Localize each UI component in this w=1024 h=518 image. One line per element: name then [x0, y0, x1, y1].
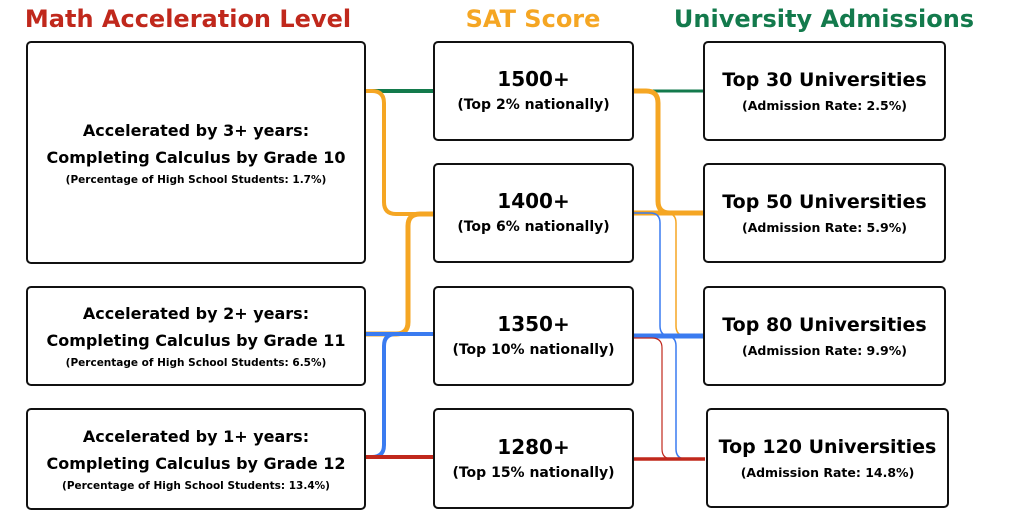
- math-level-percentage: (Percentage of High School Students: 1.7…: [65, 173, 327, 186]
- sat-score-header: SAT Score: [465, 5, 601, 33]
- university-tier-name: Top 80 Universities: [722, 314, 927, 336]
- math-level-subtitle: Completing Calculus by Grade 11: [46, 331, 346, 350]
- university-box-top120: Top 120 Universities (Admission Rate: 14…: [706, 408, 949, 508]
- university-box-top30: Top 30 Universities (Admission Rate: 2.5…: [703, 41, 946, 141]
- flow-orange-3yr-to-1400: [364, 89, 435, 216]
- sat-score-percentile: (Top 2% nationally): [457, 97, 610, 113]
- sat-score-value: 1350+: [497, 312, 570, 336]
- math-level-title: Accelerated by 1+ years:: [82, 427, 310, 446]
- sat-box-1500: 1500+ (Top 2% nationally): [433, 41, 634, 141]
- sat-score-value: 1500+: [497, 67, 570, 91]
- flow-orange-1400-to-top80: [632, 212, 705, 337]
- university-box-top80: Top 80 Universities (Admission Rate: 9.9…: [703, 286, 946, 386]
- math-level-header: Math Acceleration Level: [24, 5, 352, 33]
- flow-orange-1500-to-top50: [632, 88, 705, 216]
- math-level-subtitle: Completing Calculus by Grade 12: [46, 454, 346, 473]
- sat-score-percentile: (Top 6% nationally): [457, 219, 610, 235]
- flow-blue-1350-to-top120: [632, 335, 705, 460]
- flow-red-1350-to-top120: [632, 337, 705, 460]
- university-tier-name: Top 30 Universities: [722, 69, 927, 91]
- sat-score-percentile: (Top 10% nationally): [452, 342, 615, 358]
- math-level-title: Accelerated by 3+ years:: [82, 120, 310, 140]
- math-level-box-1yr: Accelerated by 1+ years: Completing Calc…: [26, 408, 366, 510]
- sat-score-value: 1280+: [497, 434, 570, 459]
- university-admissions-header: University Admissions: [673, 5, 975, 33]
- university-admission-rate: (Admission Rate: 9.9%): [742, 343, 907, 358]
- math-level-box-2yr: Accelerated by 2+ years: Completing Calc…: [26, 286, 366, 386]
- flow-blue-1yr-to-1350: [364, 332, 435, 459]
- math-level-box-3yr: Accelerated by 3+ years: Completing Calc…: [26, 41, 366, 264]
- flow-orange-2yr-to-1400: [364, 211, 435, 337]
- math-level-title: Accelerated by 2+ years:: [82, 304, 310, 323]
- university-admission-rate: (Admission Rate: 5.9%): [742, 220, 907, 235]
- sat-score-percentile: (Top 15% nationally): [452, 464, 615, 481]
- math-level-subtitle: Completing Calculus by Grade 10: [46, 147, 346, 167]
- university-tier-name: Top 50 Universities: [722, 191, 927, 213]
- university-box-top50: Top 50 Universities (Admission Rate: 5.9…: [703, 163, 946, 263]
- sat-box-1280: 1280+ (Top 15% nationally): [433, 408, 634, 509]
- sat-box-1350: 1350+ (Top 10% nationally): [433, 286, 634, 386]
- university-admission-rate: (Admission Rate: 14.8%): [740, 465, 915, 480]
- sat-box-1400: 1400+ (Top 6% nationally): [433, 163, 634, 263]
- sat-score-value: 1400+: [497, 189, 570, 213]
- university-tier-name: Top 120 Universities: [718, 436, 937, 458]
- flow-blue-1400-to-top80: [632, 212, 705, 337]
- math-level-percentage: (Percentage of High School Students: 6.5…: [65, 357, 327, 369]
- university-admission-rate: (Admission Rate: 2.5%): [742, 98, 907, 113]
- math-level-percentage: (Percentage of High School Students: 13.…: [62, 480, 330, 492]
